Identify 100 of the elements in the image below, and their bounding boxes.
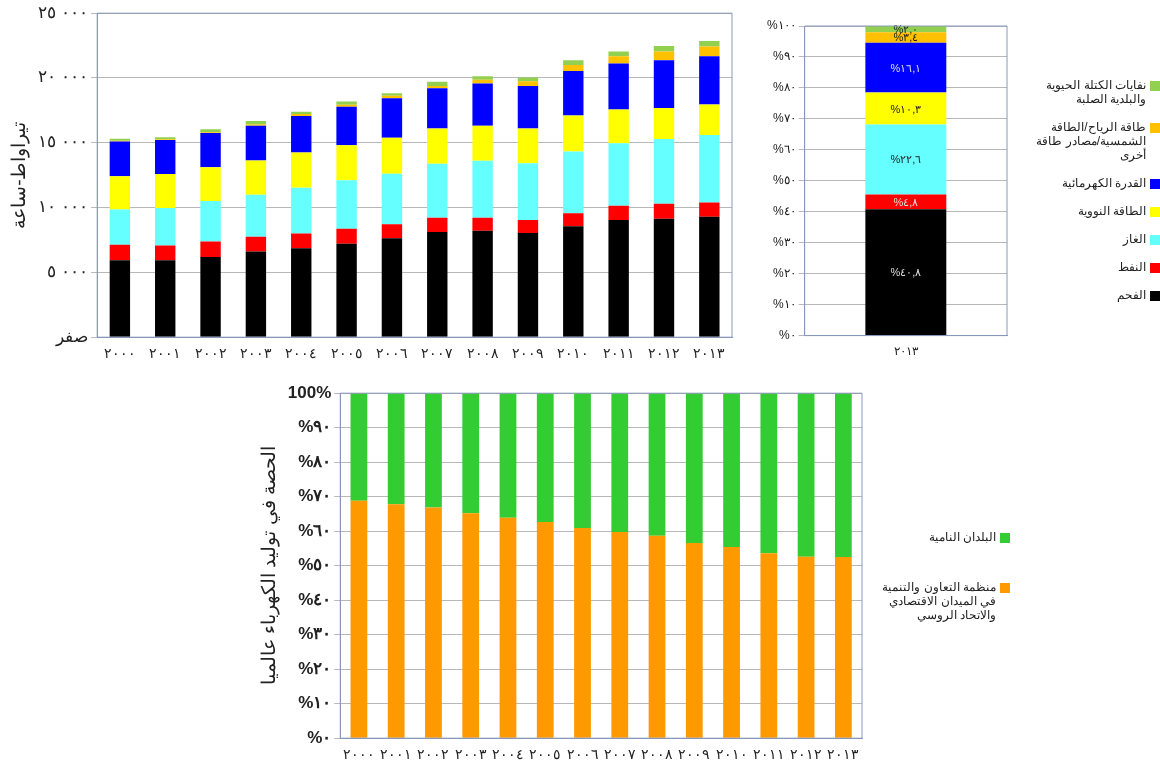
bar	[699, 202, 720, 217]
bar	[381, 98, 403, 138]
bar	[472, 160, 493, 218]
bar	[608, 143, 629, 206]
y-tick-label: %٩٠	[773, 49, 796, 64]
legend-label: النفط	[1118, 260, 1146, 274]
bar	[472, 83, 493, 126]
bar	[200, 241, 221, 258]
bar	[699, 134, 720, 203]
bar	[723, 393, 740, 548]
bar	[563, 64, 584, 71]
bar	[387, 393, 405, 505]
bar	[472, 125, 493, 161]
legend-label: الفحم	[1117, 288, 1146, 302]
bar	[155, 260, 176, 337]
x-tick-label: ٢٠١٠	[557, 345, 590, 362]
x-tick-label: ٢٠٠٧	[421, 345, 454, 362]
bar	[109, 176, 131, 210]
y-tick-label: %٥٠	[298, 555, 332, 575]
bar	[472, 217, 493, 231]
bar	[350, 393, 368, 501]
bar	[608, 205, 629, 221]
bar	[245, 236, 267, 252]
legend-label: الطاقة النووية	[1077, 204, 1146, 218]
y-tick-label: 100%	[287, 382, 332, 402]
bar	[653, 139, 675, 204]
bar	[653, 218, 675, 337]
y-tick-label: %٨٠	[298, 451, 332, 471]
bar	[865, 124, 947, 195]
bar	[865, 209, 947, 336]
x-tick-label: ٢٠٠٢	[417, 746, 450, 763]
bar	[517, 163, 539, 221]
bar	[517, 128, 539, 164]
bar	[608, 63, 629, 110]
y-tick-label: %١٠٠	[767, 18, 796, 33]
y-tick-label: %٢٠	[773, 265, 796, 280]
x-tick-label: ٢٠٠٧	[603, 746, 636, 763]
x-tick-label: ٢٠٠١	[380, 746, 413, 763]
x-tick-label: ٢٠١٣	[827, 746, 860, 763]
legend-label: البلدان النامية	[928, 529, 996, 544]
y-tick-label: %٦٠	[298, 520, 332, 540]
x-tick-label: ٢٠٠٣	[239, 345, 272, 362]
y-tick-label: ١٥ ٠٠٠	[37, 131, 89, 152]
legend-label: الغاز	[1123, 232, 1146, 246]
legend-label: طاقة الرياح/الطاقة الشمسية/مصادر طاقة أخرى	[1035, 120, 1146, 162]
bar	[760, 393, 778, 554]
bar	[336, 180, 357, 229]
legend-label: نفايات الكتلة الحيوية والبلدية الصلبة	[1045, 78, 1146, 106]
bar	[648, 535, 666, 738]
y-tick-label: ٢٥ ٠٠٠	[37, 1, 89, 22]
bar	[381, 224, 403, 239]
bar	[797, 556, 815, 738]
bar	[462, 513, 480, 738]
bar	[472, 230, 493, 337]
bar	[427, 81, 448, 86]
y-tick-label: %٢٠	[298, 658, 332, 678]
x-tick-label: ٢٠٠٦	[375, 345, 408, 362]
bar	[425, 393, 442, 508]
bar	[427, 217, 448, 233]
bar	[653, 203, 675, 219]
bar	[797, 393, 815, 557]
y-tick-label: %٧٠	[298, 486, 332, 506]
bar	[427, 232, 448, 337]
bar	[699, 40, 720, 47]
y-tick-label: %٠	[779, 327, 796, 342]
y-tick-label: %٤٠	[773, 204, 796, 219]
x-tick-label: ٢٠٠٨	[466, 345, 499, 362]
bar	[685, 542, 703, 738]
bar	[472, 79, 493, 84]
bar	[608, 220, 629, 337]
x-tick-label: ٢٠٠٠	[342, 746, 375, 763]
bar	[155, 208, 176, 246]
y-tick-label: ١٠ ٠٠٠	[37, 196, 89, 217]
bar	[291, 233, 312, 249]
bar	[336, 145, 357, 181]
bar	[155, 140, 176, 174]
bar	[563, 151, 584, 214]
bar	[653, 46, 675, 52]
x-tick-label: ٢٠٠٨	[641, 746, 674, 763]
bar	[336, 228, 357, 244]
bar	[291, 115, 312, 153]
data-label: %٤٠,٨	[890, 266, 922, 279]
bar	[563, 226, 584, 337]
x-tick-label: ٢٠٠٥	[330, 345, 363, 362]
bar	[245, 125, 267, 161]
x-tick-label: ٢٠١١	[752, 746, 785, 763]
x-tick-label: ٢٠١١	[602, 345, 635, 362]
bar	[611, 393, 629, 532]
bar	[109, 209, 131, 245]
bar	[381, 238, 403, 337]
bar	[760, 553, 778, 738]
y-tick-label: %٤٠	[298, 589, 332, 609]
bar	[653, 108, 675, 140]
y-tick-label: %١٠	[298, 693, 332, 713]
y-tick-label: %٩٠	[298, 417, 332, 437]
bar	[563, 71, 584, 116]
bar	[499, 517, 517, 738]
bar	[611, 531, 629, 738]
y-tick-label: ٢٠ ٠٠٠	[37, 66, 89, 87]
bar	[109, 260, 131, 337]
